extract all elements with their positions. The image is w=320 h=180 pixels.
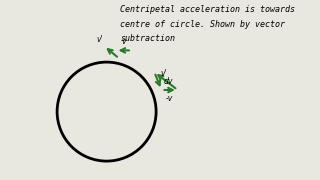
Text: -v: -v xyxy=(166,94,173,103)
Text: v': v' xyxy=(96,35,103,44)
Text: subtraction: subtraction xyxy=(120,34,175,43)
Text: v': v' xyxy=(160,69,167,78)
Text: dv: dv xyxy=(164,76,173,86)
Text: v: v xyxy=(122,37,126,46)
Text: centre of circle. Shown by vector: centre of circle. Shown by vector xyxy=(120,20,285,29)
Text: Centripetal acceleration is towards: Centripetal acceleration is towards xyxy=(120,5,295,14)
